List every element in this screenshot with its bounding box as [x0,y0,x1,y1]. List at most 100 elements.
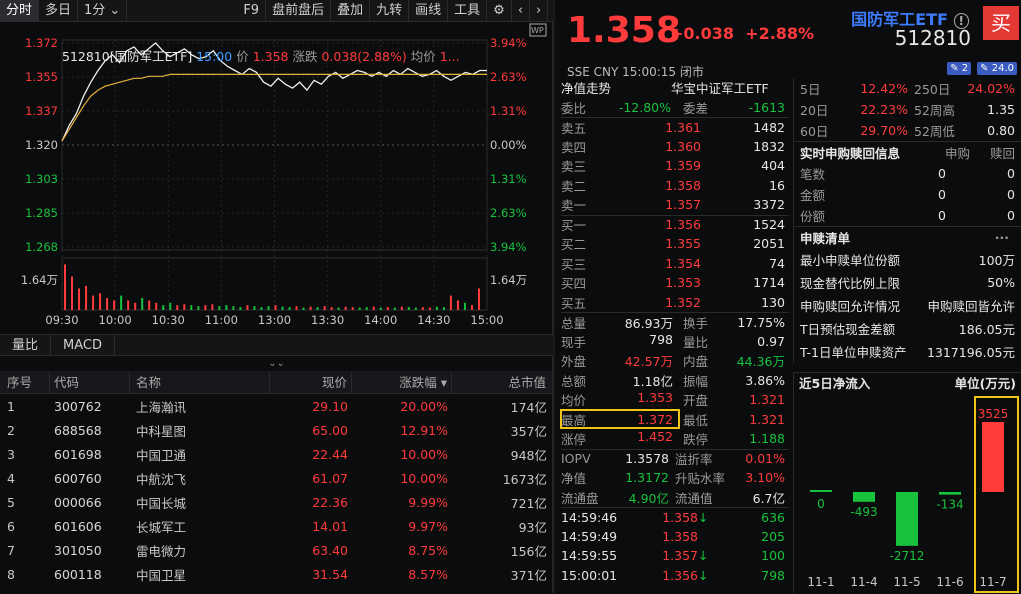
chevron-right-icon[interactable]: › [530,0,549,22]
toolbar-item-3[interactable]: F9 [237,0,267,22]
table-cell: 8 [7,566,15,582]
ask-row[interactable]: 卖二 1.358 16 [561,176,789,196]
buy-button[interactable]: 买 [983,6,1019,40]
ask-row[interactable]: 卖四 1.360 1832 [561,137,789,157]
table-header-1[interactable]: 代码 [50,370,130,394]
fund-code: 512810 [894,26,971,50]
y-right-tick: 2.63% [490,206,527,220]
volume-bar [197,306,200,310]
intraday-chart-svg[interactable]: 1.372 3.94% 1.355 2.63% 1.337 1.31% 1.320 0.00%… [0,22,553,332]
tick-arrow-icon: ↓ [698,509,709,525]
table-header-3[interactable]: 现价 [270,370,352,394]
volume-bar [92,295,95,310]
iopv-row: 净值 1.3172 升贴水率 3.10% [561,468,789,488]
realtime-value-2: 0 [1007,187,1015,202]
stat-value-2: 44.36万 [736,354,785,370]
chart-chg: 0.038(2.88%) [321,49,407,64]
table-header-2[interactable]: 名称 [130,370,270,394]
info-icon[interactable]: ! [953,13,969,29]
redeem-row: 现金替代比例上限 50% [794,271,1021,294]
bid-row[interactable]: 买一 1.356 1524 [561,214,789,235]
badges: ✎ 2 ✎ 24.0 [947,62,1017,75]
iopv-row: IOPV 1.3578 溢折率 0.01% [561,448,789,469]
stat-left: 总额 1.18亿 [561,371,679,390]
volume-bar [330,307,333,310]
table-row[interactable]: 2 688568 中科星图 65.00 12.91% 357亿 [0,418,553,442]
gear-icon[interactable]: ⚙ [487,0,512,22]
nav-label[interactable]: 净值走势 [561,81,612,97]
tick-price: 1.358 [662,528,698,544]
flow-value-label: -493 [850,505,877,519]
bid-row[interactable]: 买二 1.355 2051 [561,234,789,254]
bid-row[interactable]: 买五 1.352 130 [561,293,789,313]
more-icon[interactable]: ··· [994,230,1009,245]
intraday-chart[interactable]: 1.372 3.94% 1.355 2.63% 1.337 1.31% 1.320 0.00%… [0,22,553,332]
table-cell: 93亿 [518,519,547,535]
chg-label: 涨跌 [292,49,318,64]
edit-badge-1[interactable]: ✎ 2 [947,62,972,75]
stat-label-2: 振幅 [683,373,709,389]
bid-row[interactable]: 买四 1.353 1714 [561,273,789,293]
flow-bar [853,492,875,502]
ask-row[interactable]: 卖五 1.361 1482 [561,117,789,137]
table-row[interactable]: 6 601606 长城军工 14.01 9.97% 93亿 [0,514,553,538]
ask-row[interactable]: 卖一 1.357 3372 [561,195,789,215]
toolbar-item-2[interactable]: 1分 ⌄ [78,0,128,22]
table-row[interactable]: 5 000066 中国长城 22.36 9.99% 721亿 [0,490,553,514]
redeem-header: 申赎清单 ··· [794,226,1021,248]
stat-row: 外盘 42.57万 内盘 44.36万 [561,351,789,371]
toolbar-item-4[interactable]: 盘前盘后 [266,0,332,22]
chevron-left-icon[interactable]: ‹ [512,0,531,22]
realtime-value-2: 0 [1007,166,1015,181]
volume-bar [365,307,368,310]
subtab-1[interactable]: MACD [51,335,115,355]
ask-row[interactable]: 卖三 1.359 404 [561,156,789,176]
table-header-5[interactable]: 总市值 [452,370,553,394]
table-cell: 中国卫通 [136,447,187,463]
volume-bar [232,306,235,310]
tick-volume: 100 [761,548,785,564]
scrollbar[interactable] [553,0,555,593]
table-cell: 61.07 [312,470,348,486]
toolbar-item-6[interactable]: 九转 [370,0,410,22]
book-volume: 1832 [753,138,785,154]
book-label: 买二 [561,237,587,253]
stat-left: 涨停 1.452 [561,429,679,448]
volume-bar [260,307,263,310]
nav-row[interactable]: 净值走势 华宝中证军工ETF [561,78,789,98]
table-header-4[interactable]: 涨跌幅 ▾ [352,370,452,394]
y-left-tick: 1.355 [25,70,58,84]
table-cell: 6 [7,518,15,534]
y-right-tick: 2.63% [490,70,527,84]
table-header-0[interactable]: 序号 [0,370,50,394]
table-row[interactable]: 7 301050 雷电微力 63.40 8.75% 156亿 [0,538,553,562]
toolbar-item-5[interactable]: 叠加 [331,0,371,22]
collapse-chevron-icon[interactable]: ⌄⌄ [268,358,285,369]
table-row[interactable]: 8 600118 中国卫星 31.54 8.57% 371亿 [0,562,553,586]
toolbar-item-7[interactable]: 画线 [409,0,449,22]
table-row[interactable]: 4 600760 中航沈飞 61.07 10.00% 1673亿 [0,466,553,490]
subtab-0[interactable]: 量比 [0,335,52,355]
book-label: 卖二 [561,178,587,194]
table-cell: 000066 [54,494,102,510]
book-label: 卖三 [561,159,587,175]
toolbar-item-0[interactable]: 分时 [0,0,40,22]
iopv-value: 1.3172 [625,470,669,486]
volume-bar [85,286,88,310]
edit-badge-2[interactable]: ✎ 24.0 [977,62,1017,75]
volume-bar [127,300,130,310]
volume-bar [288,307,291,310]
toolbar-item-1[interactable]: 多日 [39,0,79,22]
table-cell: 65.00 [312,422,348,438]
volume-bar [274,305,277,310]
volume-bar [449,295,452,310]
bid-row[interactable]: 买三 1.354 74 [561,254,789,274]
table-cell: 20.00% [400,398,448,414]
table-row[interactable]: 3 601698 中国卫通 22.44 10.00% 948亿 [0,442,553,466]
table-row[interactable]: 1 300762 上海瀚讯 29.10 20.00% 174亿 [0,394,553,418]
flow-date-label: 11-1 [807,575,834,589]
redeem-row: T日预估现金差额 186.05元 [794,317,1021,340]
stat-label-2: 换手 [683,315,709,331]
flow-date-label: 11-4 [850,575,877,589]
toolbar-item-8[interactable]: 工具 [448,0,488,22]
